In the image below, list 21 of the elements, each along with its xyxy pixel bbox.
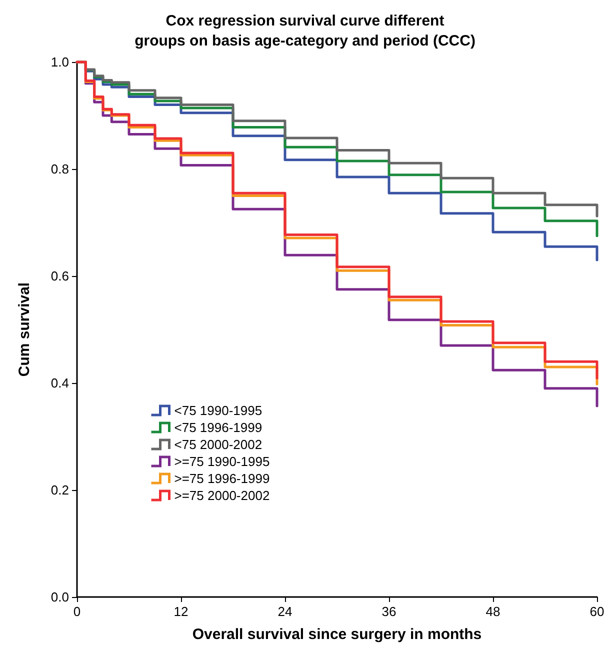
y-tick-label: 1.0 [50,54,69,70]
x-tick-label: 0 [73,604,81,619]
y-axis-title: Cum survival [16,282,33,377]
y-tick-label: 0.8 [50,162,69,176]
x-axis-title: Overall survival since surgery in months [192,626,482,643]
x-tick-label: 60 [590,604,604,619]
x-tick-label: 48 [486,604,500,619]
y-tick-label: 0.4 [50,376,69,390]
y-tick-label: 0.0 [50,590,69,604]
legend-label: >=75 1990-1995 [174,454,270,469]
x-tick-label: 36 [382,604,396,619]
x-tick-label: 12 [174,604,188,619]
y-tick-label: 0.2 [50,482,69,498]
chart-title: Cox regression survival curve different groups on basis age-category and period (CCC) [134,12,476,50]
x-tick-label: 24 [278,604,292,619]
legend-label: <75 2000-2002 [174,437,262,452]
legend-label: <75 1996-1999 [174,420,262,435]
legend-label: >=75 2000-2002 [174,488,270,503]
y-tick-label: 0.6 [50,268,69,284]
legend-label: >=75 1996-1999 [174,471,270,486]
legend-label: <75 1990-1995 [174,403,262,418]
